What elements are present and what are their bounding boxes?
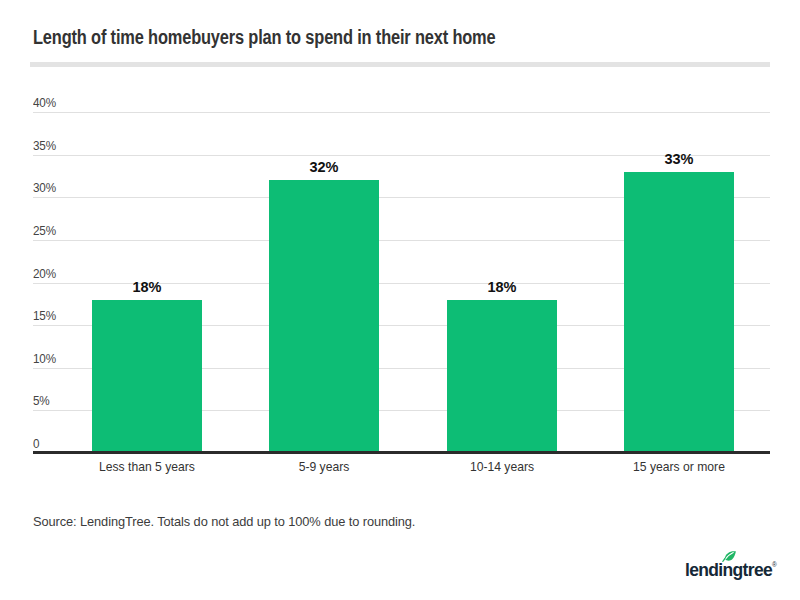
bar-chart-plot-area: 0 5% 10% 15% 20% 25% 30% 35% 40% 18% Less than 5 y…	[0, 0, 800, 600]
chart-card: Length of time homebuyers plan to spend …	[0, 0, 800, 600]
x-axis-category-label: 10-14 years	[421, 459, 583, 474]
y-axis-tick-label: 30%	[33, 180, 56, 195]
y-axis-tick-label: 5%	[33, 393, 50, 408]
lendingtree-logo: lendingtree®	[677, 560, 776, 586]
source-note: Source: LendingTree. Totals do not add u…	[33, 514, 415, 529]
bar	[92, 300, 202, 452]
bar	[624, 172, 734, 452]
y-axis-tick-label: 15%	[33, 308, 56, 323]
logo-wordmark: lendingtree®	[685, 560, 776, 580]
bar-value-label: 18%	[107, 279, 187, 295]
bar-value-label: 32%	[284, 159, 364, 175]
registered-mark: ®	[772, 561, 776, 568]
x-axis-category-label: 5-9 years	[243, 459, 405, 474]
y-axis-tick-label: 40%	[33, 95, 56, 110]
y-axis-tick-label: 25%	[33, 223, 56, 238]
y-axis-tick-label: 10%	[33, 351, 56, 366]
x-axis-line	[33, 451, 770, 454]
y-axis-tick-label: 35%	[33, 138, 56, 153]
y-axis-tick-label: 0	[33, 436, 39, 451]
bar	[269, 180, 379, 452]
x-axis-category-label: 15 years or more	[598, 459, 760, 474]
bar-value-label: 33%	[639, 151, 719, 167]
bar	[447, 300, 557, 452]
y-gridline	[33, 112, 770, 113]
bar-value-label: 18%	[462, 279, 542, 295]
leaf-icon	[721, 548, 737, 566]
x-axis-category-label: Less than 5 years	[66, 459, 228, 474]
y-axis-tick-label: 20%	[33, 266, 56, 281]
